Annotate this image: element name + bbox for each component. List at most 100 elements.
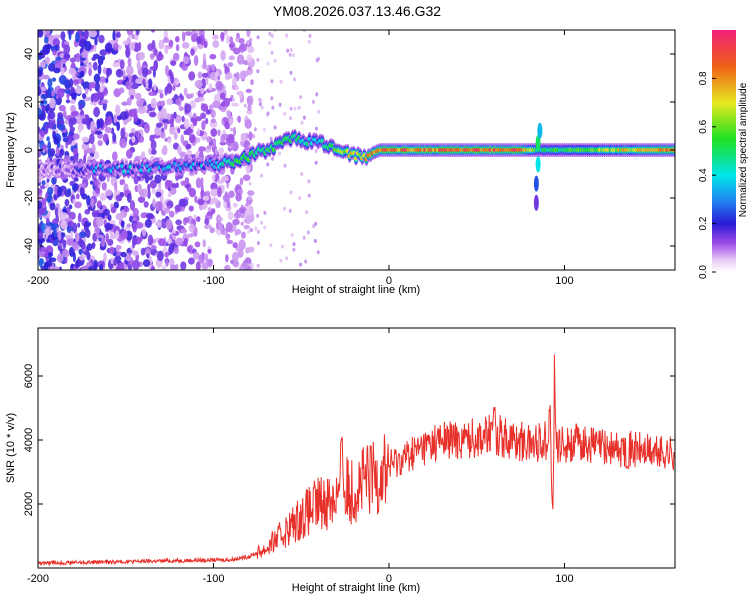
heatmap-cell [200, 112, 207, 120]
heatmap-cell [128, 87, 136, 98]
heatmap-cell [270, 33, 274, 38]
heatmap-cell [82, 183, 86, 188]
heatmap-cell [226, 110, 231, 117]
heatmap-cell [145, 79, 149, 90]
colorbar-ticks: 0.0 0.2 0.4 0.6 0.8 [698, 71, 716, 279]
heatmap-cell [86, 64, 94, 69]
heatmap-cell [69, 57, 77, 63]
heatmap-cell [99, 192, 107, 201]
heatmap-cell [203, 40, 208, 49]
heatmap-cell [313, 239, 317, 243]
heatmap-cell [68, 220, 75, 228]
heatmap-cell [86, 243, 93, 251]
heatmap-cell [104, 42, 113, 53]
heatmap-cell [315, 92, 319, 97]
heatmap-cell [233, 47, 241, 55]
heatmap-cell [165, 113, 172, 121]
heatmap-cell [184, 103, 192, 114]
heatmap-cell [127, 57, 132, 67]
heatmap-cell [238, 38, 245, 44]
heatmap-cell [197, 128, 201, 136]
heatmap-cell [155, 122, 163, 128]
heatmap-cell [170, 264, 178, 270]
snr-background [38, 328, 675, 568]
heatmap-cell [153, 83, 157, 91]
heatmap-cell [148, 91, 156, 96]
heatmap-cell [302, 115, 306, 120]
heatmap-cell [292, 53, 295, 58]
heatmap-cell [186, 143, 192, 150]
heatmap-cell [65, 234, 71, 240]
heatmap-cell [181, 115, 185, 123]
heatmap-cell [120, 127, 126, 139]
heatmap-cell [87, 206, 92, 211]
heatmap-cell [41, 144, 48, 150]
heatmap-cell [140, 247, 146, 256]
heatmap-cell [68, 211, 76, 220]
heatmap-cell [236, 245, 241, 251]
heatmap-cell [115, 32, 121, 38]
heatmap-cell [223, 117, 228, 123]
heatmap-cell [115, 104, 121, 116]
heatmap-cell [131, 259, 140, 270]
snr-x-ticks: -200 -100 0 100 [27, 328, 574, 585]
heatmap-cell [194, 195, 198, 204]
heatmap-cell [232, 218, 240, 226]
heatmap-cell [161, 202, 166, 211]
heatmap-cell [248, 181, 252, 186]
heatmap-cell [299, 262, 303, 267]
heatmap-cell [115, 194, 123, 202]
spectrogram-y-tick-label: 40 [23, 48, 35, 60]
heatmap-cell [225, 233, 231, 239]
heatmap-cell [178, 106, 184, 112]
heatmap-cell [90, 198, 95, 208]
heatmap-cell [81, 136, 90, 143]
heatmap-cell [191, 30, 196, 35]
heatmap-cell [186, 149, 192, 156]
heatmap-cell [173, 247, 179, 254]
heatmap-cell [47, 149, 52, 159]
heatmap-cell [247, 95, 252, 107]
heatmap-cell [113, 258, 117, 266]
heatmap-cell [173, 111, 177, 119]
snr-y-tick-label: 6000 [23, 364, 35, 388]
heatmap-cell [126, 97, 132, 106]
spectrogram-x-ticks: -200 -100 0 100 [27, 30, 574, 287]
heatmap-cell [62, 137, 68, 143]
heatmap-cell [119, 138, 127, 149]
heatmap-cell [225, 221, 233, 233]
heatmap-cell [137, 41, 142, 52]
heatmap-cell [177, 145, 182, 155]
heatmap-cell [135, 30, 140, 36]
heatmap-cell [210, 188, 219, 197]
heatmap-cell [98, 76, 107, 83]
heatmap-cell [208, 83, 213, 91]
heatmap-cell [53, 228, 57, 238]
heatmap-cell [181, 42, 190, 49]
heatmap-cell [223, 30, 228, 36]
heatmap-cell [109, 220, 116, 225]
heatmap-cell [46, 136, 50, 142]
heatmap-cell [228, 43, 234, 48]
heatmap-cell [248, 105, 252, 109]
heatmap-cell [120, 179, 126, 185]
heatmap-cell [158, 238, 166, 247]
heatmap-cell [94, 81, 101, 92]
heatmap-cell [229, 36, 234, 44]
heatmap-cell [288, 52, 292, 57]
snr-line [38, 354, 675, 567]
snr-x-tick-label: 0 [386, 573, 392, 585]
colorbar-tick-label: 0.6 [698, 119, 709, 133]
heatmap-cell [194, 241, 201, 248]
heatmap-cell [147, 234, 154, 246]
heatmap-cell [243, 103, 247, 108]
heatmap-cell [198, 254, 205, 264]
heatmap-cell [300, 120, 304, 125]
heatmap-cell [142, 259, 151, 267]
heatmap-cell [293, 77, 296, 82]
heatmap-cell [89, 133, 95, 145]
heatmap-cell [286, 48, 290, 53]
heatmap-cell [48, 119, 54, 129]
heatmap-cell [47, 186, 54, 196]
heatmap-cell [52, 50, 57, 56]
